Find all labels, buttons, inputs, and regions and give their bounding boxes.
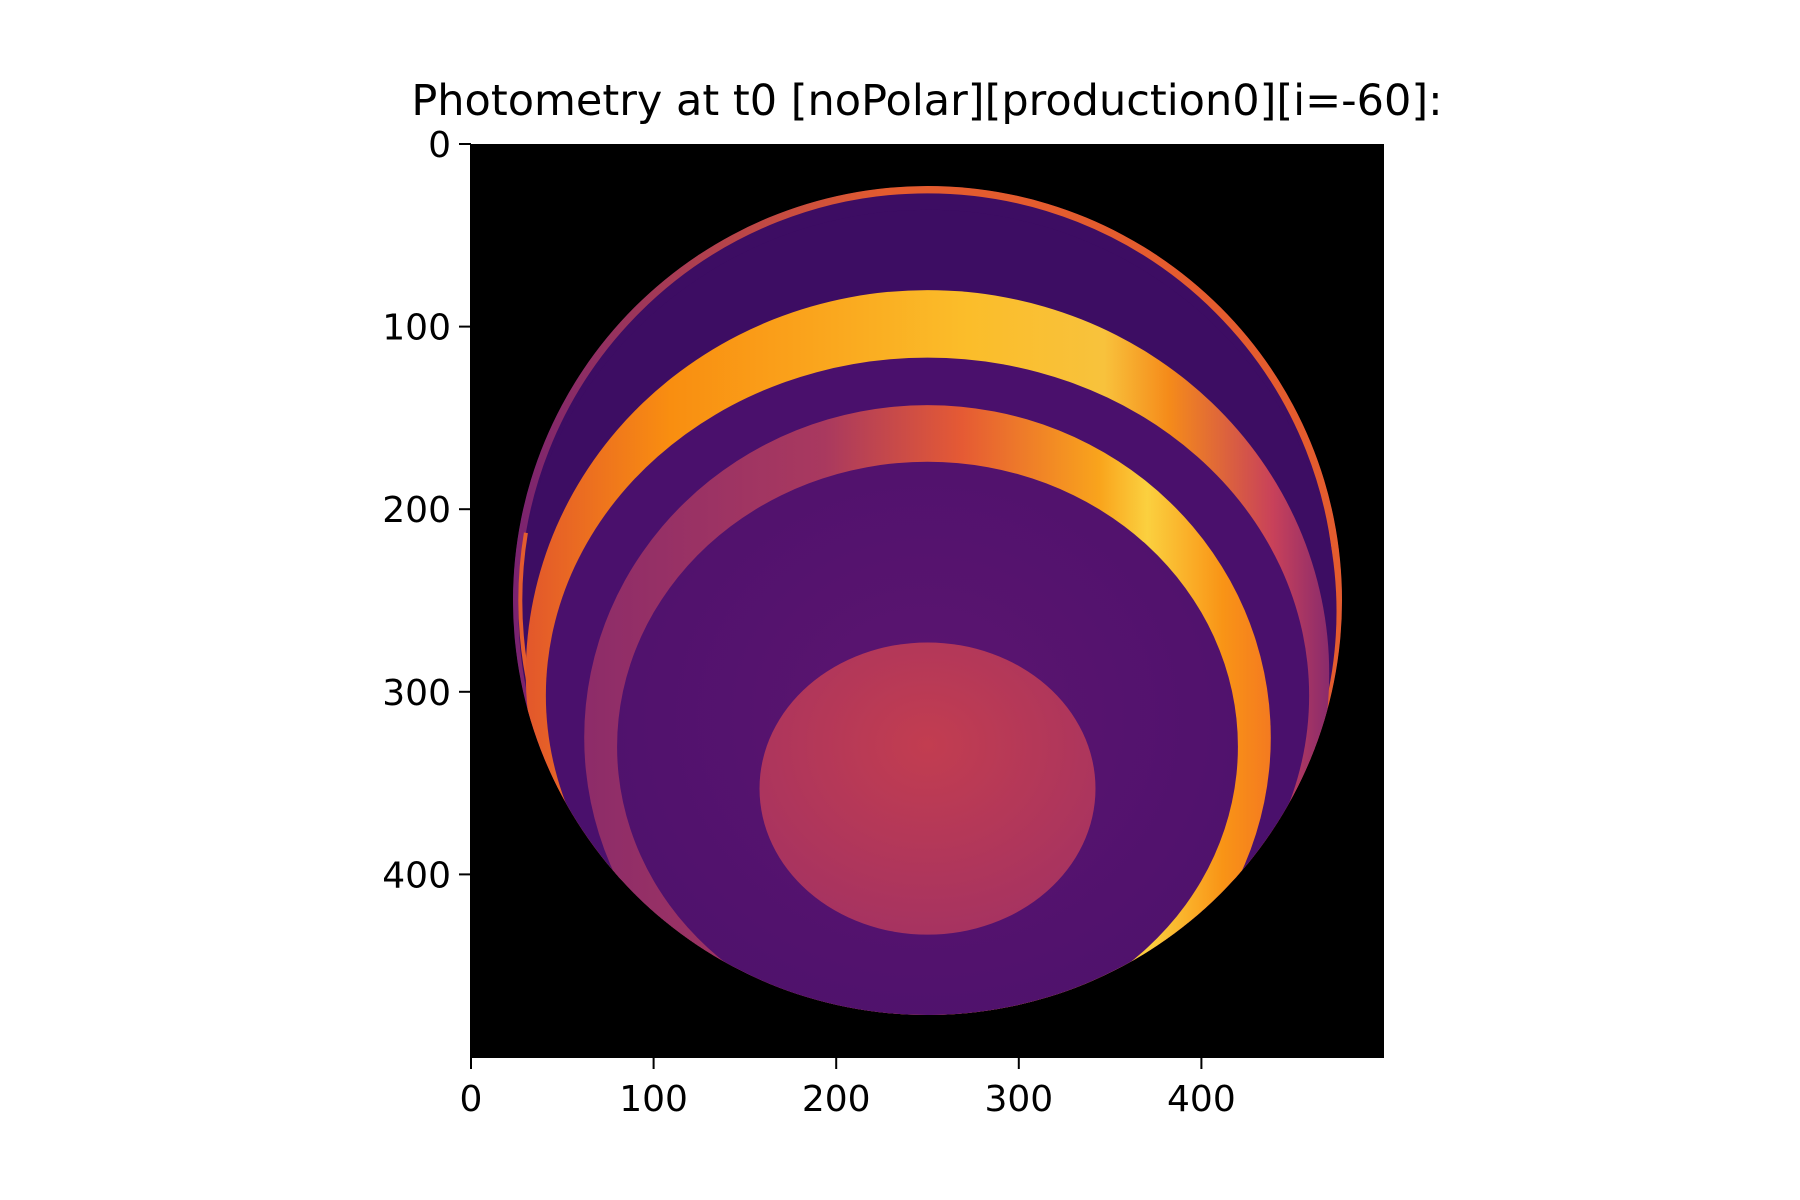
x-tick-label-200: 200 (802, 1079, 871, 1120)
chart-title: Photometry at t0 [noPolar][production0][… (411, 76, 1442, 126)
x-tick-label-300: 300 (984, 1079, 1053, 1120)
plot-area (471, 144, 1384, 1057)
y-tick-label-100: 100 (382, 308, 451, 349)
y-tick-label-200: 200 (382, 490, 451, 531)
axes: 0 100 200 300 400 0 100 200 300 400 (382, 125, 1384, 1120)
x-tick-label-0: 0 (460, 1079, 483, 1120)
y-tick-label-300: 300 (382, 673, 451, 714)
y-tick-label-0: 0 (428, 125, 451, 166)
x-tick-label-400: 400 (1167, 1079, 1236, 1120)
x-tick-label-100: 100 (619, 1079, 688, 1120)
central-spot (759, 642, 1096, 935)
rim-lower-line (518, 189, 1337, 1012)
y-tick-label-400: 400 (382, 855, 451, 896)
